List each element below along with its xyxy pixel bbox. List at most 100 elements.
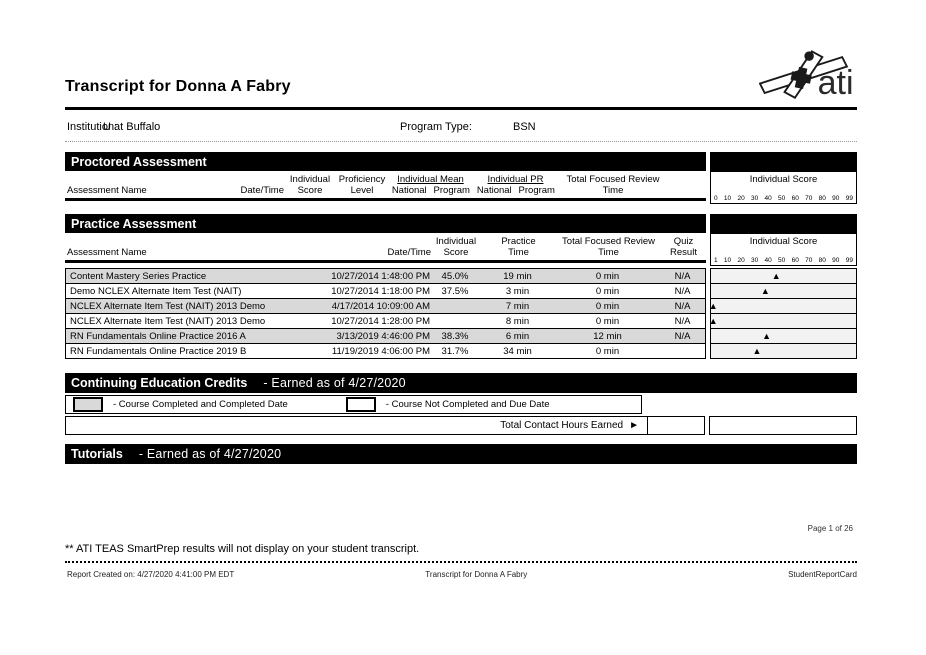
col-proficiency: Proficiency: [338, 174, 386, 185]
table-row: Demo NCLEX Alternate Item Test (NAIT) 10…: [65, 283, 857, 299]
practice-time: 7 min: [505, 300, 530, 312]
table-row: RN Fundamentals Online Practice 2019 B 1…: [65, 343, 857, 359]
tick-label: 40: [764, 257, 772, 264]
proctored-score-bar-segment: [710, 152, 857, 171]
tick-label: 1: [714, 257, 718, 264]
table-row: NCLEX Alternate Item Test (NAIT) 2013 De…: [65, 313, 857, 329]
practice-time: 34 min: [503, 345, 532, 357]
assessment-name: NCLEX Alternate Item Test (NAIT) 2013 De…: [70, 315, 266, 327]
score-scale: 0 10 20 30 40 50 60 70 80 90 99: [711, 195, 856, 202]
tick-label: 10: [723, 257, 732, 264]
quiz-result: N/A: [674, 285, 691, 297]
table-row: RN Fundamentals Online Practice 2016 A 3…: [65, 328, 857, 344]
col-individual-mean: Individual Mean: [397, 174, 464, 185]
report-created-text: Report Created on: 4/27/2020 4:41:00 PM …: [67, 570, 235, 579]
focused-review-time: 0 min: [595, 315, 620, 327]
col-individual: Individual: [435, 236, 477, 247]
score-chart-cell: ▲: [710, 343, 857, 359]
col-level: Level: [350, 185, 374, 196]
score-marker-icon: ▲: [760, 286, 770, 296]
practice-individual-score-box: Individual Score 1 10 20 30 40 50 60 70 80 90 99: [710, 233, 857, 266]
score-marker-icon: ▲: [708, 316, 718, 326]
practice-time: 3 min: [505, 285, 530, 297]
smartprep-note: ** ATI TEAS SmartPrep results will not d…: [65, 543, 420, 555]
col-pr-national: National: [476, 185, 512, 196]
quiz-result: N/A: [674, 330, 691, 342]
table-row: Content Mastery Series Practice 10/27/20…: [65, 268, 857, 284]
assessment-datetime: 4/17/2014 10:09:00 AM: [331, 300, 430, 312]
footer-title-text: Transcript for Donna A Fabry: [425, 570, 528, 579]
tick-label: 20: [737, 195, 745, 202]
score-box-title: Individual Score: [749, 174, 818, 185]
page-title: Transcript for Donna A Fabry: [65, 78, 291, 95]
quiz-result: N/A: [674, 270, 691, 282]
tick-label: 60: [791, 257, 799, 264]
assessment-datetime: 3/13/2019 4:46:00 PM: [336, 330, 431, 342]
tick-label: 30: [750, 257, 759, 264]
quiz-result: N/A: [674, 300, 691, 312]
assessment-name: Content Mastery Series Practice: [70, 270, 207, 282]
total-contact-hours-label: Total Contact Hours Earned: [500, 420, 624, 431]
assessment-name: Demo NCLEX Alternate Item Test (NAIT): [70, 285, 242, 297]
tick-label: 99: [845, 257, 853, 264]
footer-dotted-rule: [65, 561, 857, 563]
ce-section-header: Continuing Education Credits - Earned as…: [65, 373, 857, 393]
score-marker-icon: ▲: [752, 346, 762, 356]
col-mean-program: Program: [433, 185, 470, 196]
practice-score-bar-segment: [710, 214, 857, 233]
col-time: Time: [508, 247, 529, 258]
tick-label: 60: [791, 195, 799, 202]
ce-total-row: Total Contact Hours Earned ►: [65, 416, 857, 435]
tick-label: 70: [805, 257, 813, 264]
focused-review-time: 0 min: [595, 345, 620, 357]
individual-score: 37.5%: [441, 285, 469, 297]
assessment-name: NCLEX Alternate Item Test (NAIT) 2013 De…: [70, 300, 266, 312]
col-pr-program: Program: [518, 185, 555, 196]
tick-label: 30: [750, 195, 759, 202]
ati-logo-graphic: ati: [758, 50, 854, 102]
col-mean-national: National: [391, 185, 427, 196]
proctored-individual-score-box: Individual Score 0 10 20 30 40 50 60 70 80 90 99: [710, 171, 857, 204]
col-individual-pr: Individual PR: [487, 174, 544, 185]
arrow-right-icon: ►: [629, 420, 639, 431]
ati-logo: ati: [758, 48, 863, 104]
quiz-result: N/A: [674, 315, 691, 327]
tick-label: 80: [818, 195, 826, 202]
focused-review-time: 0 min: [595, 270, 620, 282]
tick-label: 50: [778, 257, 786, 264]
score-marker-icon: ▲: [771, 271, 781, 281]
transcript-page: ati Transcript for Donna A Fabry Institu…: [65, 0, 857, 655]
score-box-title: Individual Score: [749, 236, 818, 247]
score-marker-icon: ▲: [708, 301, 718, 311]
focused-review-time: 0 min: [595, 285, 620, 297]
score-scale: 1 10 20 30 40 50 60 70 80 90 99: [711, 257, 856, 264]
ce-legend: - Course Completed and Completed Date - …: [65, 395, 642, 414]
assessment-name: RN Fundamentals Online Practice 2016 A: [70, 330, 246, 342]
institution-label: Institution:: [67, 121, 118, 133]
score-chart-cell: ▲: [708, 313, 857, 329]
focused-review-time: 0 min: [595, 300, 620, 312]
practice-section-header: Practice Assessment: [65, 214, 706, 233]
report-card-text: StudentReportCard: [788, 570, 857, 579]
col-score: Score: [443, 247, 469, 258]
not-completed-swatch-icon: [345, 397, 376, 412]
tutorials-subtitle: - Earned as of 4/27/2020: [138, 447, 282, 461]
practice-time: 8 min: [505, 315, 530, 327]
practice-time: 19 min: [503, 270, 532, 282]
assessment-datetime: 10/27/2014 1:28:00 PM: [331, 315, 430, 327]
col-score: Score: [297, 185, 323, 196]
tick-label: 40: [764, 195, 772, 202]
individual-score: 45.0%: [441, 270, 469, 282]
tick-label: 50: [778, 195, 786, 202]
practice-assessment-section: Practice Assessment Assessment Name Date…: [65, 214, 857, 359]
legend-completed-label: - Course Completed and Completed Date: [113, 399, 288, 410]
tick-label: 20: [737, 257, 745, 264]
tick-label: 90: [832, 257, 840, 264]
tick-label: 70: [805, 195, 813, 202]
tick-label: 0: [714, 195, 718, 202]
continuing-education-section: Continuing Education Credits - Earned as…: [65, 373, 857, 435]
individual-score: 31.7%: [441, 345, 469, 357]
score-chart-cell: ▲: [710, 283, 857, 299]
score-chart-cell: ▲: [708, 298, 857, 314]
col-datetime: Date/Time: [240, 185, 284, 196]
